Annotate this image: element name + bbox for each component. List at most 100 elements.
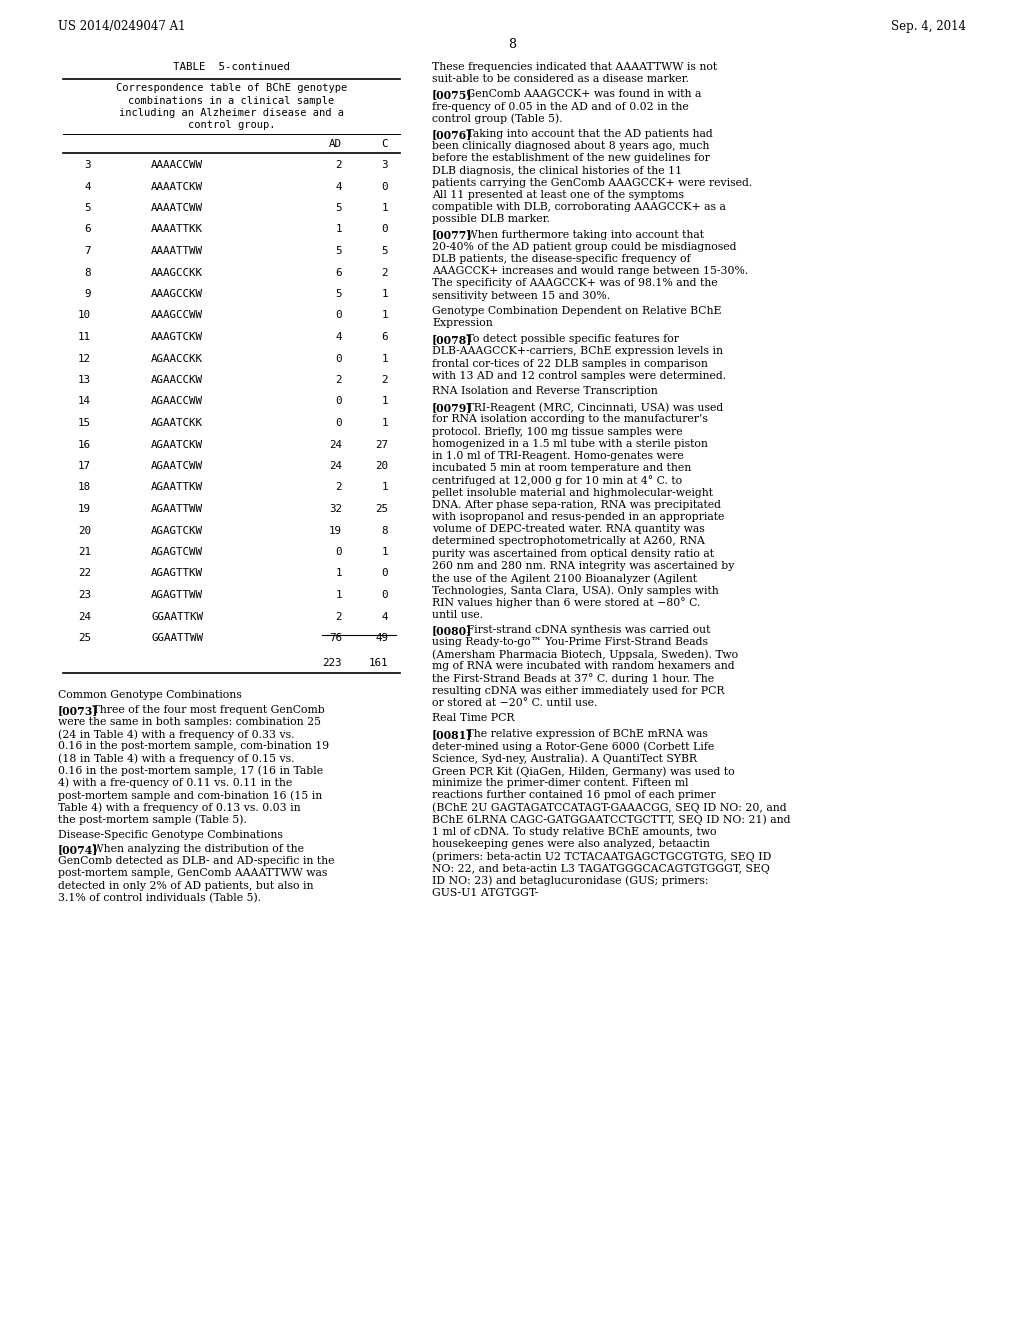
Text: [0081]: [0081]	[432, 730, 472, 741]
Text: 24: 24	[329, 461, 342, 471]
Text: 20: 20	[375, 461, 388, 471]
Text: patients carrying the GenComb AAAGCCK+ were revised.: patients carrying the GenComb AAAGCCK+ w…	[432, 178, 753, 187]
Text: 15: 15	[78, 418, 91, 428]
Text: homogenized in a 1.5 ml tube with a sterile piston: homogenized in a 1.5 ml tube with a ster…	[432, 438, 708, 449]
Text: 0: 0	[336, 354, 342, 363]
Text: 1: 1	[336, 590, 342, 601]
Text: 161: 161	[369, 657, 388, 668]
Text: using Ready-to-go™ You-Prime First-Strand Beads: using Ready-to-go™ You-Prime First-Stran…	[432, 638, 708, 647]
Text: 5: 5	[382, 246, 388, 256]
Text: 14: 14	[78, 396, 91, 407]
Text: C: C	[382, 139, 388, 149]
Text: 1 ml of cDNA. To study relative BChE amounts, two: 1 ml of cDNA. To study relative BChE amo…	[432, 828, 717, 837]
Text: 19: 19	[78, 504, 91, 513]
Text: the use of the Agilent 2100 Bioanalyzer (Agilent: the use of the Agilent 2100 Bioanalyzer …	[432, 573, 697, 583]
Text: (Amersham Pharmacia Biotech, Uppsala, Sweden). Two: (Amersham Pharmacia Biotech, Uppsala, Sw…	[432, 649, 738, 660]
Text: [0077]: [0077]	[432, 230, 472, 240]
Text: AD: AD	[329, 139, 342, 149]
Text: (primers: beta-actin U2 TCTACAATGAGCTGCGTGTG, SEQ ID: (primers: beta-actin U2 TCTACAATGAGCTGCG…	[432, 851, 771, 862]
Text: purity was ascertained from optical density ratio at: purity was ascertained from optical dens…	[432, 549, 714, 558]
Text: [0078]: [0078]	[432, 334, 472, 346]
Text: 1: 1	[382, 354, 388, 363]
Text: [0080]: [0080]	[432, 624, 472, 636]
Text: AGAGTTKW: AGAGTTKW	[151, 569, 203, 578]
Text: GGAATTWW: GGAATTWW	[151, 634, 203, 643]
Text: with isopropanol and resus-pended in an appropriate: with isopropanol and resus-pended in an …	[432, 512, 724, 521]
Text: Sep. 4, 2014: Sep. 4, 2014	[891, 20, 966, 33]
Text: 49: 49	[375, 634, 388, 643]
Text: Science, Syd-ney, Australia). A QuantiTect SYBR: Science, Syd-ney, Australia). A QuantiTe…	[432, 754, 697, 764]
Text: 17: 17	[78, 461, 91, 471]
Text: suit-able to be considered as a disease marker.: suit-able to be considered as a disease …	[432, 74, 689, 84]
Text: TRI-Reagent (MRC, Cincinnati, USA) was used: TRI-Reagent (MRC, Cincinnati, USA) was u…	[463, 403, 723, 413]
Text: 1: 1	[382, 546, 388, 557]
Text: until use.: until use.	[432, 610, 483, 619]
Text: Real Time PCR: Real Time PCR	[432, 713, 514, 723]
Text: 27: 27	[375, 440, 388, 450]
Text: All 11 presented at least one of the symptoms: All 11 presented at least one of the sym…	[432, 190, 684, 201]
Text: AGAATTKW: AGAATTKW	[151, 483, 203, 492]
Text: 4: 4	[336, 181, 342, 191]
Text: 0: 0	[336, 396, 342, 407]
Text: The relative expression of BChE mRNA was: The relative expression of BChE mRNA was	[463, 730, 708, 739]
Text: 0: 0	[336, 310, 342, 321]
Text: 2: 2	[336, 375, 342, 385]
Text: post-mortem sample, GenComb AAAATTWW was: post-mortem sample, GenComb AAAATTWW was	[58, 869, 328, 878]
Text: 1: 1	[382, 396, 388, 407]
Text: Three of the four most frequent GenComb: Three of the four most frequent GenComb	[89, 705, 325, 714]
Text: These frequencies indicated that AAAATTWW is not: These frequencies indicated that AAAATTW…	[432, 62, 717, 73]
Text: before the establishment of the new guidelines for: before the establishment of the new guid…	[432, 153, 710, 164]
Text: 0: 0	[382, 569, 388, 578]
Text: detected in only 2% of AD patients, but also in: detected in only 2% of AD patients, but …	[58, 880, 313, 891]
Text: 7: 7	[85, 246, 91, 256]
Text: NO: 22, and beta-actin L3 TAGATGGGCACAGTGTGGGT, SEQ: NO: 22, and beta-actin L3 TAGATGGGCACAGT…	[432, 863, 770, 874]
Text: AGAATCKK: AGAATCKK	[151, 418, 203, 428]
Text: 10: 10	[78, 310, 91, 321]
Text: reactions further contained 16 pmol of each primer: reactions further contained 16 pmol of e…	[432, 791, 716, 800]
Text: 8: 8	[85, 268, 91, 277]
Text: possible DLB marker.: possible DLB marker.	[432, 214, 550, 224]
Text: Expression: Expression	[432, 318, 493, 327]
Text: DLB diagnosis, the clinical histories of the 11: DLB diagnosis, the clinical histories of…	[432, 165, 682, 176]
Text: were the same in both samples: combination 25: were the same in both samples: combinati…	[58, 717, 321, 727]
Text: combinations in a clinical sample: combinations in a clinical sample	[128, 95, 335, 106]
Text: 12: 12	[78, 354, 91, 363]
Text: 4: 4	[382, 611, 388, 622]
Text: When analyzing the distribution of the: When analyzing the distribution of the	[89, 843, 304, 854]
Text: pellet insoluble material and highmolecular-weight: pellet insoluble material and highmolecu…	[432, 487, 713, 498]
Text: volume of DEPC-treated water. RNA quantity was: volume of DEPC-treated water. RNA quanti…	[432, 524, 705, 535]
Text: post-mortem sample and com-bination 16 (15 in: post-mortem sample and com-bination 16 (…	[58, 791, 323, 801]
Text: control group (Table 5).: control group (Table 5).	[432, 114, 562, 124]
Text: GUS-U1 ATGTGGT-: GUS-U1 ATGTGGT-	[432, 888, 539, 898]
Text: 3: 3	[85, 160, 91, 170]
Text: AAAATTWW: AAAATTWW	[151, 246, 203, 256]
Text: minimize the primer-dimer content. Fifteen ml: minimize the primer-dimer content. Fifte…	[432, 779, 688, 788]
Text: mg of RNA were incubated with random hexamers and: mg of RNA were incubated with random hex…	[432, 661, 734, 672]
Text: 24: 24	[329, 440, 342, 450]
Text: AAAACCWW: AAAACCWW	[151, 160, 203, 170]
Text: 16: 16	[78, 440, 91, 450]
Text: ID NO: 23) and betaglucuronidase (GUS; primers:: ID NO: 23) and betaglucuronidase (GUS; p…	[432, 875, 709, 886]
Text: AGAGTCWW: AGAGTCWW	[151, 546, 203, 557]
Text: AGAGTTWW: AGAGTTWW	[151, 590, 203, 601]
Text: GenComb detected as DLB- and AD-specific in the: GenComb detected as DLB- and AD-specific…	[58, 857, 335, 866]
Text: Table 4) with a frequency of 0.13 vs. 0.03 in: Table 4) with a frequency of 0.13 vs. 0.…	[58, 803, 301, 813]
Text: Genotype Combination Dependent on Relative BChE: Genotype Combination Dependent on Relati…	[432, 306, 722, 315]
Text: 24: 24	[78, 611, 91, 622]
Text: 11: 11	[78, 333, 91, 342]
Text: been clinically diagnosed about 8 years ago, much: been clinically diagnosed about 8 years …	[432, 141, 710, 152]
Text: the post-mortem sample (Table 5).: the post-mortem sample (Table 5).	[58, 814, 247, 825]
Text: To detect possible specific features for: To detect possible specific features for	[463, 334, 679, 345]
Text: 1: 1	[382, 483, 388, 492]
Text: 1: 1	[336, 569, 342, 578]
Text: 4: 4	[85, 181, 91, 191]
Text: RIN values higher than 6 were stored at −80° C.: RIN values higher than 6 were stored at …	[432, 598, 700, 609]
Text: 4) with a fre-quency of 0.11 vs. 0.11 in the: 4) with a fre-quency of 0.11 vs. 0.11 in…	[58, 777, 292, 788]
Text: 19: 19	[329, 525, 342, 536]
Text: 3.1% of control individuals (Table 5).: 3.1% of control individuals (Table 5).	[58, 892, 261, 903]
Text: When furthermore taking into account that: When furthermore taking into account tha…	[463, 230, 703, 240]
Text: AAAATCWW: AAAATCWW	[151, 203, 203, 213]
Text: 6: 6	[336, 268, 342, 277]
Text: compatible with DLB, corroborating AAAGCCK+ as a: compatible with DLB, corroborating AAAGC…	[432, 202, 726, 213]
Text: [0074]: [0074]	[58, 843, 98, 855]
